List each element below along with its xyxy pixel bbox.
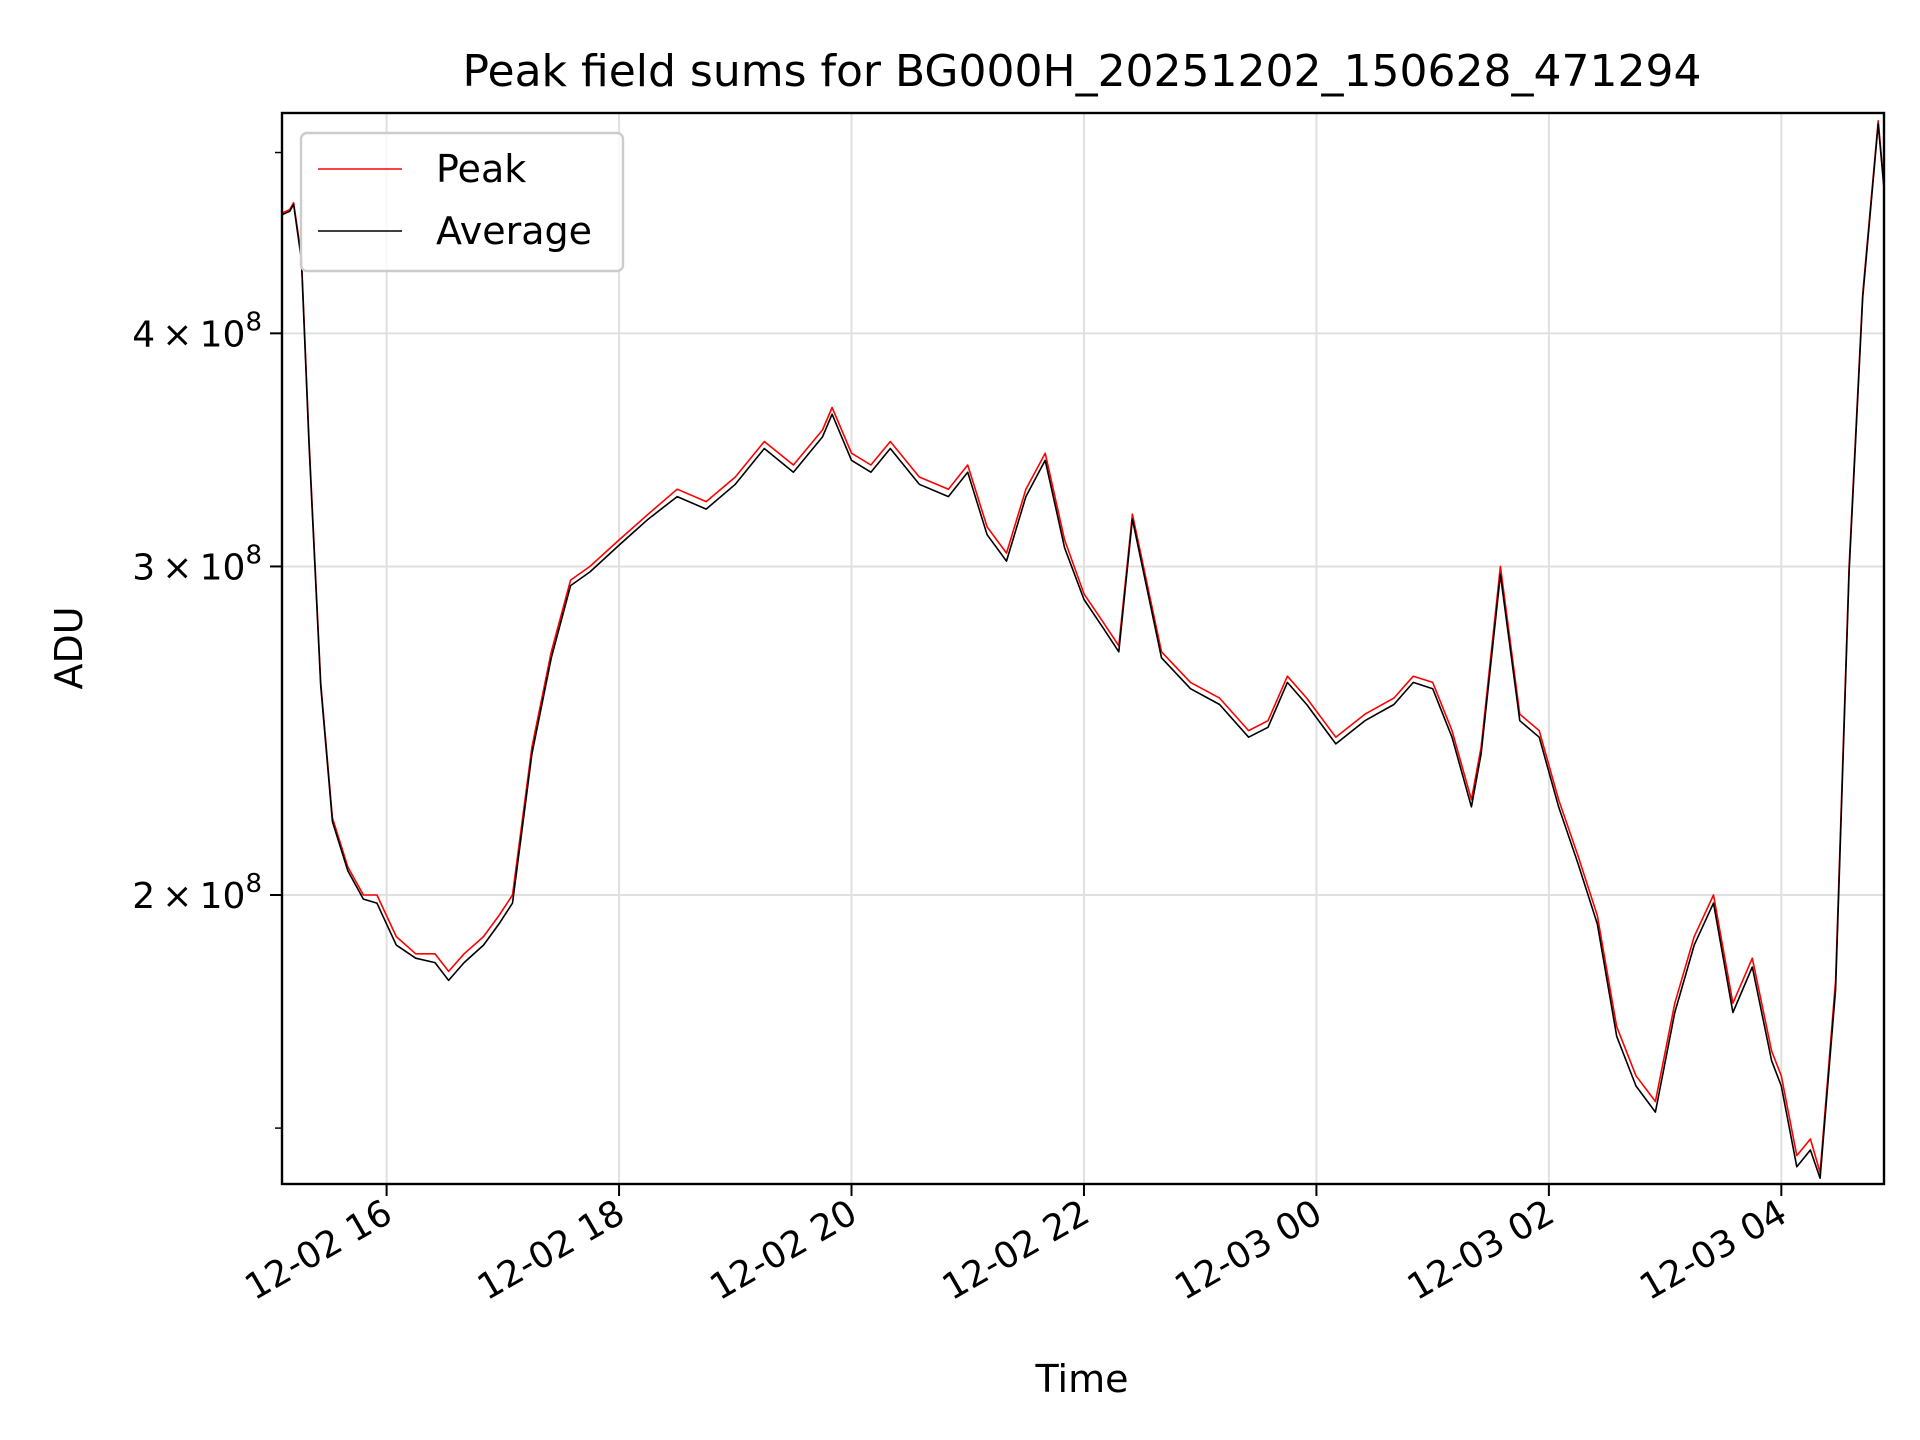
- legend-label-average: Average: [436, 209, 592, 253]
- series-line-average: [281, 123, 1885, 1179]
- legend-box: [299, 131, 625, 273]
- chart-title: Peak field sums for BG000H_20251202_1506…: [463, 46, 1702, 97]
- series-layer: [281, 120, 1885, 1179]
- y-tick-label: 4 × 108: [132, 307, 262, 355]
- series-line-peak: [281, 120, 1885, 1174]
- legend-label-peak: Peak: [436, 147, 526, 191]
- y-tick-label: 2 × 108: [132, 869, 262, 917]
- legend: Peak Average: [299, 131, 625, 273]
- x-axis-label: Time: [1035, 1357, 1129, 1401]
- y-axis-label: ADU: [47, 606, 91, 689]
- grid: [282, 113, 1884, 1184]
- y-tick-label: 3 × 108: [132, 540, 262, 588]
